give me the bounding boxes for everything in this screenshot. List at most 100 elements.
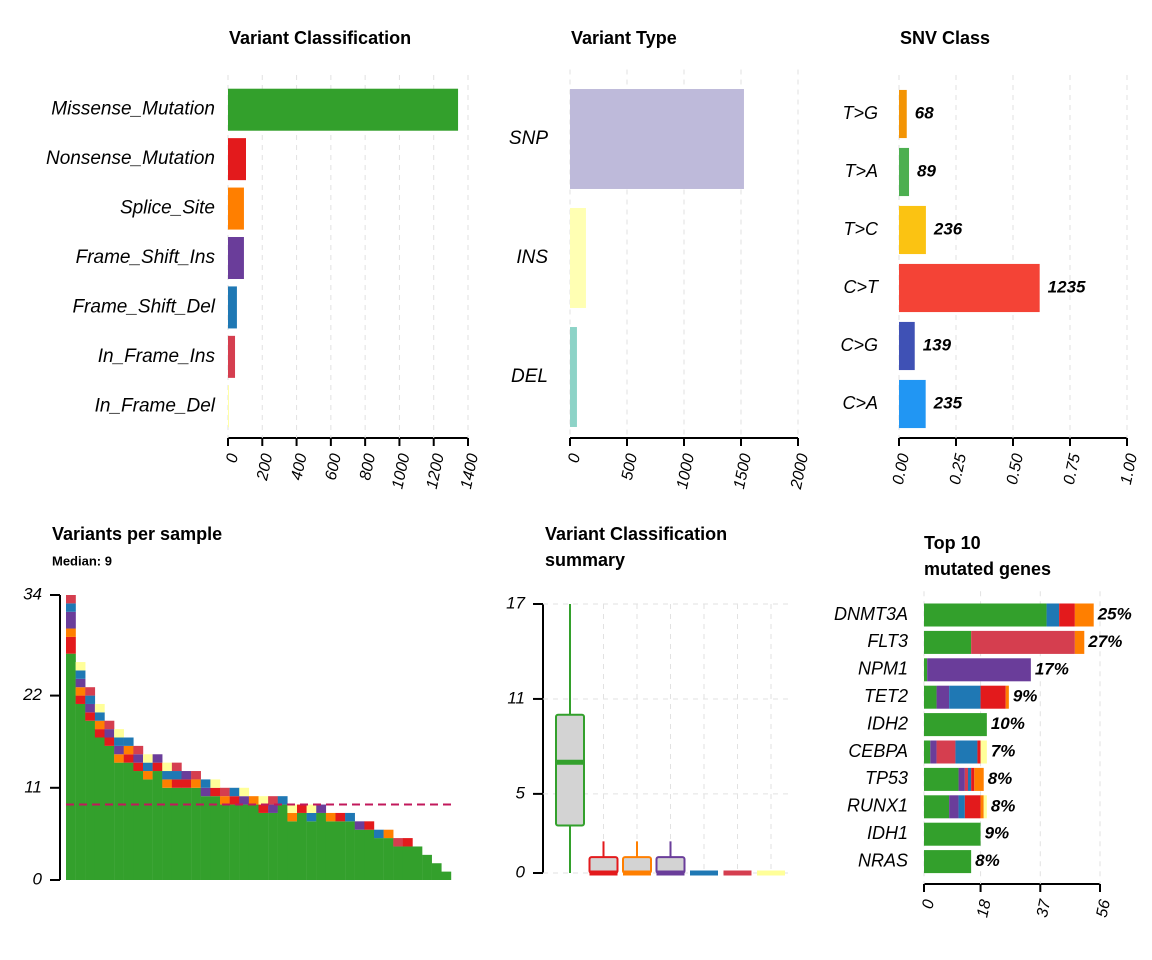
chart-title: Variant Classification: [229, 28, 411, 48]
category-label: IDH2: [867, 713, 908, 733]
bar-segment: [220, 804, 230, 880]
bar-segment: [123, 737, 134, 746]
chart-subtitle: Median: 9: [52, 553, 112, 568]
bar-segment: [441, 871, 452, 880]
value-label: 10%: [991, 714, 1025, 733]
x-tick-label: 600: [323, 452, 345, 482]
bar-segment: [958, 767, 965, 791]
bar-segment: [335, 821, 346, 880]
bar-segment: [364, 829, 375, 880]
bar-segment: [980, 740, 987, 764]
bar-segment: [133, 771, 144, 880]
bar-segment: [306, 812, 317, 822]
bar-segment: [930, 740, 937, 764]
bar-segment: [210, 796, 221, 880]
value-label: 139: [923, 335, 952, 354]
bar-segment: [354, 829, 365, 880]
bar-segment: [200, 796, 211, 880]
y-tick-label: 0: [516, 862, 526, 881]
bar-segment: [143, 771, 153, 780]
bar-segment: [75, 670, 86, 679]
bar-segment: [983, 795, 987, 819]
y-tick-label: 11: [24, 777, 42, 796]
x-tick-label: 200: [254, 452, 276, 483]
x-tick-label: 0: [224, 452, 243, 464]
x-tick-label: 1000: [389, 452, 413, 490]
bar-segment: [210, 787, 221, 797]
bar-segment: [133, 762, 144, 772]
bar: [899, 379, 926, 429]
bar-segment: [306, 804, 317, 813]
bar-segment: [85, 695, 96, 704]
x-tick-label: 400: [288, 452, 310, 482]
bar-segment: [114, 754, 124, 763]
category-label: In_Frame_Del: [95, 395, 216, 416]
bar: [570, 208, 586, 308]
y-tick-label: 5: [516, 783, 526, 802]
bar-segment: [316, 812, 327, 880]
bar: [228, 236, 244, 280]
bar-segment: [1005, 685, 1009, 709]
bar-segment: [133, 745, 144, 755]
bar-segment: [66, 653, 76, 880]
bar-segment: [949, 685, 981, 709]
bar-segment: [980, 685, 1006, 709]
category-label: C>T: [843, 277, 880, 297]
category-label: Splice_Site: [120, 198, 215, 219]
bar-segment: [277, 796, 288, 805]
bar-segment: [85, 712, 96, 721]
bar-segment: [75, 662, 86, 671]
bar-segment: [258, 812, 269, 880]
bar-segment: [248, 804, 259, 880]
x-tick-label: 18: [974, 898, 994, 919]
bar-segment: [924, 658, 928, 682]
chart-title: Variant Type: [571, 28, 677, 48]
bar-segment: [924, 767, 959, 791]
bar: [899, 321, 915, 371]
value-label: 68: [915, 103, 934, 122]
bar-segment: [133, 754, 144, 763]
bar-segment: [104, 720, 115, 730]
bar-segment: [75, 703, 86, 880]
bar-segment: [152, 762, 163, 772]
bar-segment: [268, 812, 278, 880]
bar-segment: [210, 779, 221, 788]
bar-segment: [924, 822, 981, 846]
category-label: T>A: [844, 161, 878, 181]
bar-segment: [297, 804, 307, 813]
bar-segment: [181, 771, 192, 780]
bar-segment: [964, 767, 968, 791]
bar-segment: [143, 754, 153, 763]
bar-segment: [924, 603, 1047, 627]
bar-segment: [924, 795, 950, 819]
bar-segment: [143, 779, 153, 880]
bar-segment: [258, 804, 269, 813]
category-label: DNMT3A: [834, 604, 908, 624]
bar-segment: [181, 787, 192, 880]
bar-segment: [393, 846, 404, 880]
bar-segment: [94, 737, 105, 880]
bar: [228, 385, 229, 428]
bar-segment: [958, 795, 965, 819]
bar-segment: [229, 787, 240, 797]
bar: [228, 286, 237, 329]
category-label: C>A: [842, 393, 878, 413]
x-tick-label: 1000: [674, 452, 698, 490]
bar-segment: [66, 628, 76, 637]
bar-segment: [949, 795, 959, 819]
chart-title: Variant Classification: [545, 524, 727, 544]
category-label: DEL: [511, 366, 548, 387]
bar: [228, 187, 244, 230]
bar-segment: [287, 821, 298, 880]
bar-segment: [924, 685, 937, 709]
x-tick-label: 0.00: [890, 452, 913, 486]
value-label: 235: [933, 393, 963, 412]
bar-segment: [229, 804, 240, 880]
y-tick-label: 11: [507, 688, 525, 707]
x-tick-label: 56: [1094, 898, 1114, 919]
bar-segment: [66, 603, 76, 612]
bar-segment: [171, 762, 182, 772]
category-label: CEBPA: [848, 741, 908, 761]
bar-segment: [66, 595, 76, 604]
category-label: In_Frame_Ins: [98, 346, 216, 367]
